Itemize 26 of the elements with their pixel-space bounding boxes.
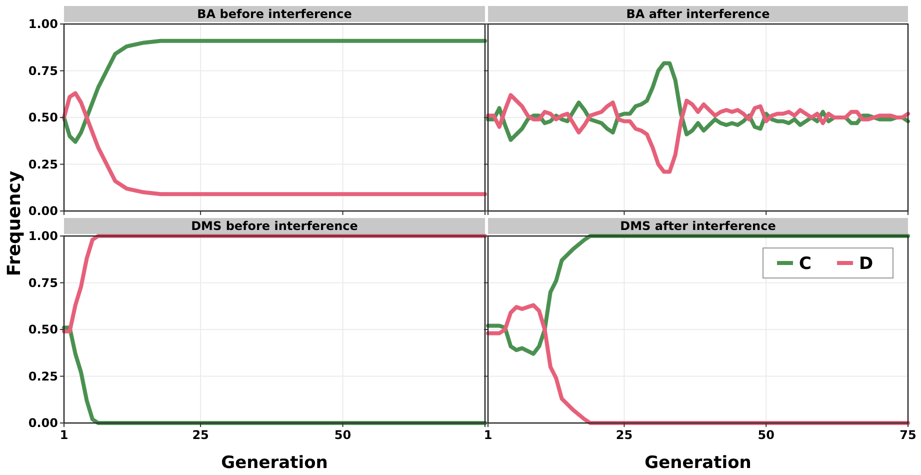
y-tick-label: 0.50 xyxy=(28,322,58,336)
x-tick-label: 75 xyxy=(900,428,916,442)
y-tick-label: 0.00 xyxy=(28,416,58,430)
x-tick-label: 50 xyxy=(334,428,352,442)
y-tick-label: 0.25 xyxy=(28,369,58,384)
x-tick-label: 25 xyxy=(616,428,633,442)
chart-title: BA before interference xyxy=(197,7,352,21)
chart-title: DMS after interference xyxy=(620,219,776,233)
y-tick-label: 0.25 xyxy=(28,157,58,172)
y-tick-label: 0.00 xyxy=(28,204,58,218)
y-tick-label: 0.75 xyxy=(28,276,58,290)
y-tick-label: 1.00 xyxy=(28,17,58,31)
x-axis-title: Generation xyxy=(644,453,752,473)
chart-title: DMS before interference xyxy=(191,219,358,233)
y-axis-title: Frequency xyxy=(4,170,25,276)
y-tick-label: 1.00 xyxy=(28,229,58,243)
x-tick-label: 50 xyxy=(758,428,774,442)
y-tick-label: 0.50 xyxy=(28,110,58,124)
x-tick-label: 1 xyxy=(60,428,68,442)
x-axis-title: Generation xyxy=(221,453,328,473)
chart-title: BA after interference xyxy=(626,7,770,21)
legend-label: D xyxy=(859,254,874,274)
legend-label: C xyxy=(799,254,812,274)
x-tick-label: 25 xyxy=(192,428,209,442)
x-tick-label: 1 xyxy=(484,428,492,442)
y-tick-label: 0.75 xyxy=(28,64,58,78)
